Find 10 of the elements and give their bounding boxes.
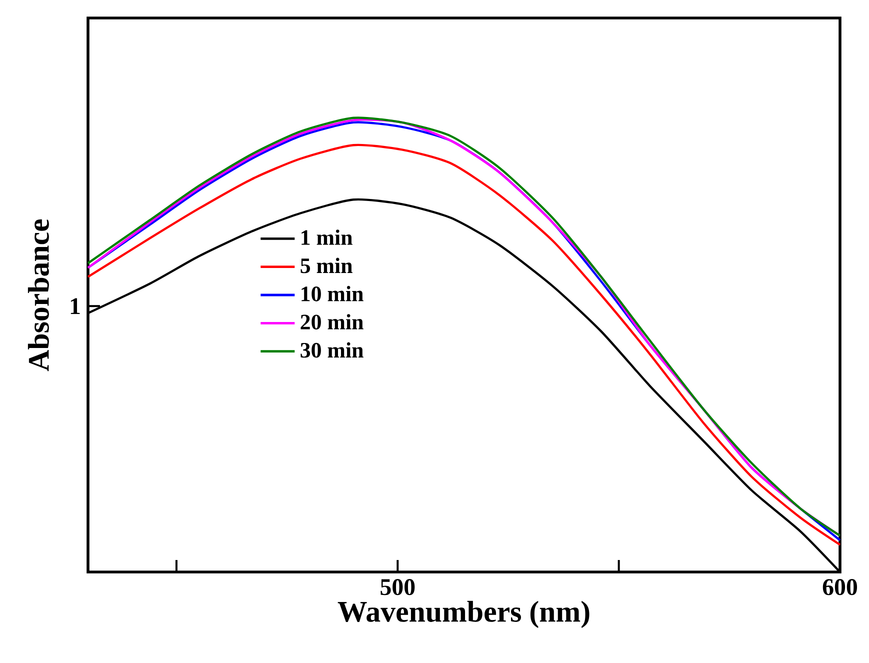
legend-label: 5 min <box>300 258 352 274</box>
legend-label: 1 min <box>302 230 352 245</box>
text: 1 <box>70 298 80 314</box>
x-tick-label: 600 <box>822 579 858 596</box>
x-tick-label: 500 <box>380 579 415 596</box>
legend-label: 20 min <box>300 314 364 330</box>
legend-label: 10 min <box>302 286 364 302</box>
y-axis-title: Absorbance <box>28 219 49 372</box>
legend-label: 30 min <box>300 342 364 358</box>
x-axis-title: Wavenumbers (nm) <box>338 600 590 628</box>
